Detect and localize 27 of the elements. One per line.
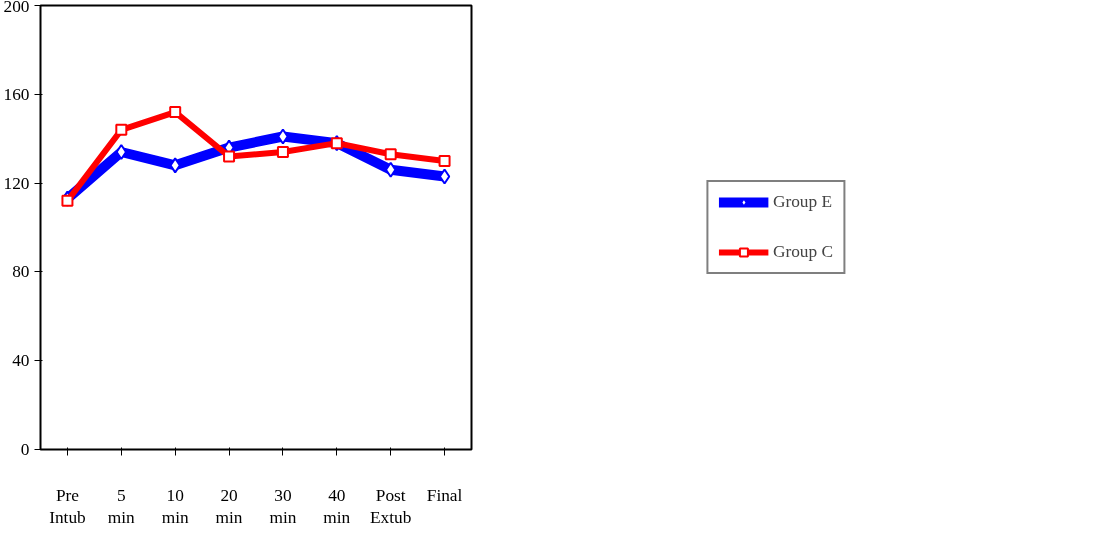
point <box>384 148 397 161</box>
legend-label: Group E <box>772 192 833 212</box>
point <box>115 123 128 136</box>
point <box>385 161 397 178</box>
point <box>223 150 236 163</box>
x-tick-label: 40 min <box>323 485 351 528</box>
point <box>438 154 451 167</box>
x-tick-label: Pre Intub <box>49 485 86 528</box>
x-tick-label: 30 min <box>269 485 297 528</box>
point <box>115 144 127 161</box>
point <box>169 106 182 119</box>
x-tick-label: Post Extub <box>369 485 412 528</box>
x-tick-label: 5 min <box>107 485 136 528</box>
point <box>61 194 74 207</box>
point <box>276 146 289 159</box>
y-tick-label: 160 <box>3 84 30 104</box>
point <box>169 157 181 174</box>
y-tick-label: 0 <box>20 440 30 459</box>
y-tick-label: 80 <box>12 262 30 282</box>
x-tick-label: 20 min <box>215 485 243 528</box>
point <box>277 128 289 145</box>
x-tick-label: Final <box>426 485 463 505</box>
y-tick-label: 40 <box>12 351 30 371</box>
y-tick-label: 200 <box>3 0 30 16</box>
legend-label: Group C <box>772 242 834 262</box>
x-tick-label: 10 min <box>161 485 189 528</box>
y-tick-label: 120 <box>3 173 30 193</box>
